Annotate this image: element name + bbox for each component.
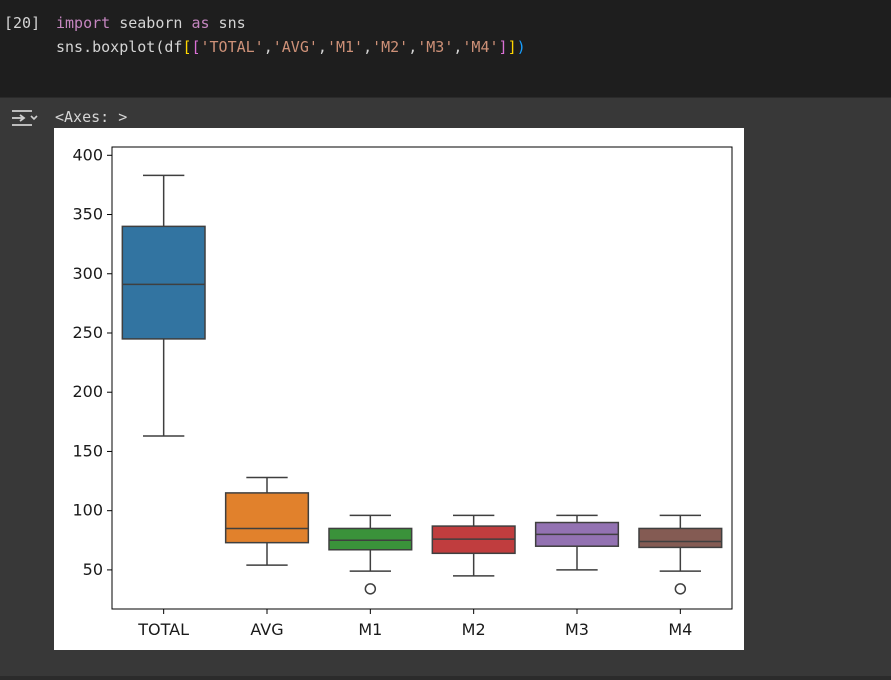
code-token: [ <box>191 38 201 56</box>
output-text: <Axes: > <box>55 108 128 126</box>
box-m4 <box>638 527 723 549</box>
outlier-point <box>674 583 687 595</box>
box-m1 <box>328 527 413 551</box>
code-token: 'AVG' <box>272 38 318 56</box>
y-tick-label: 400 <box>72 145 103 164</box>
code-token: 'M2' <box>372 38 409 56</box>
box-avg <box>224 492 310 544</box>
x-tick-label: M1 <box>358 620 382 639</box>
code-token: as <box>191 14 210 32</box>
y-tick-label: 50 <box>83 560 103 579</box>
code-token: sns.boxplot(df <box>56 38 183 56</box>
y-tick-label: 150 <box>72 441 103 460</box>
code-token: 'M4' <box>462 38 499 56</box>
plot-image: 50 100 150 200 250 300 350 400 TOTAL AVG M1 M2 M3 M4 <box>54 128 744 650</box>
axes-frame <box>111 146 733 610</box>
code-line-2[interactable]: sns.boxplot(df[['TOTAL','AVG','M1','M2',… <box>56 38 526 56</box>
code-token: , <box>317 38 327 56</box>
y-tick-label: 300 <box>72 264 103 283</box>
code-token: , <box>453 38 463 56</box>
output-area: <Axes: > 50 100 150 200 250 300 350 400 TOTAL AVG… <box>0 98 891 680</box>
code-token: 'M3' <box>417 38 454 56</box>
code-token: ) <box>516 38 526 56</box>
x-tick-label: M2 <box>462 620 486 639</box>
code-token: seaborn <box>110 14 192 32</box>
code-token: 'TOTAL' <box>200 38 264 56</box>
execution-count: [20] <box>4 14 41 32</box>
boxplot-chart: 50 100 150 200 250 300 350 400 TOTAL AVG M1 M2 M3 M4 <box>72 145 733 639</box>
outlier-point <box>364 583 377 595</box>
y-tick-label: 250 <box>72 323 103 342</box>
code-token: , <box>408 38 418 56</box>
code-token: sns <box>209 14 246 32</box>
bottom-divider <box>0 676 891 680</box>
code-token: ] <box>498 38 508 56</box>
code-token: ] <box>507 38 517 56</box>
y-tick-label: 100 <box>72 501 103 520</box>
code-token: import <box>56 14 111 32</box>
x-tick-label: TOTAL <box>137 620 189 639</box>
code-cell[interactable]: [20] import seaborn as sns sns.boxplot(d… <box>0 0 891 98</box>
box-total <box>121 225 206 340</box>
x-tick-label: M4 <box>668 620 692 639</box>
code-token: [ <box>182 38 192 56</box>
code-token: 'M1' <box>326 38 364 56</box>
y-tick-label: 350 <box>72 205 103 224</box>
x-tick-label: AVG <box>250 620 283 639</box>
x-tick-label: M3 <box>565 620 589 639</box>
code-line-1[interactable]: import seaborn as sns <box>56 14 246 32</box>
output-toggle-icon[interactable] <box>10 108 38 128</box>
code-token: , <box>363 38 373 56</box>
y-tick-label: 200 <box>72 382 103 401</box>
code-token: , <box>263 38 273 56</box>
